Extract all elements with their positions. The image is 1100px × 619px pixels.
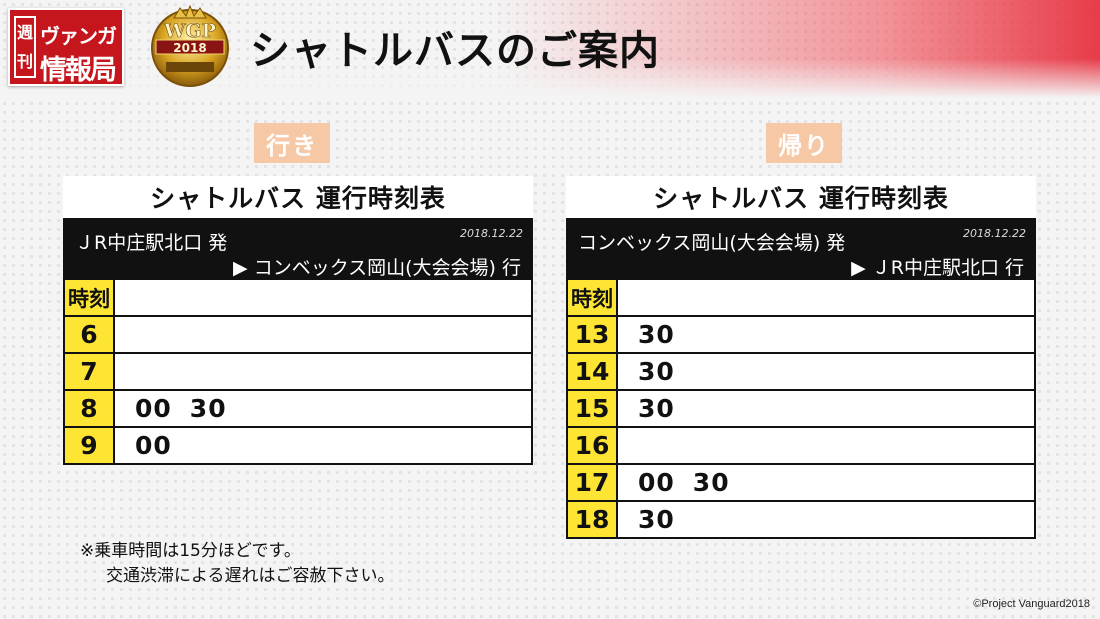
departure-minute: 30 <box>692 468 730 497</box>
hour-cell: 9 <box>65 428 115 463</box>
departure-minute: 30 <box>638 505 675 534</box>
outbound-destination: ▶ コンベックス岡山(大会会場) 行 <box>233 257 521 279</box>
outbound-timetable: シャトルバス 運行時刻表 ＪR中庄駅北口 発 2018.12.22 ▶ コンベッ… <box>63 176 533 465</box>
table-row: 13 30 <box>568 315 1034 352</box>
table-row: 16 <box>568 426 1034 463</box>
outbound-route-bar: ＪR中庄駅北口 発 2018.12.22 ▶ コンベックス岡山(大会会場) 行 <box>63 218 533 280</box>
hour-column-header: 時刻 <box>65 280 115 315</box>
emblem-year-text: 2018 <box>173 41 206 55</box>
table-header-row: 時刻 <box>65 280 531 315</box>
minutes-cell: 30 <box>618 502 1034 537</box>
outbound-timetable-title: シャトルバス 運行時刻表 <box>63 176 533 218</box>
hour-cell: 17 <box>568 465 618 500</box>
departure-minute: 00 <box>135 431 172 460</box>
minutes-cell: 30 <box>618 354 1034 389</box>
hour-cell: 8 <box>65 391 115 426</box>
table-row: 17 00 30 <box>568 463 1034 500</box>
table-row: 15 30 <box>568 389 1034 426</box>
minutes-cell <box>115 354 531 389</box>
departure-minute: 00 <box>638 468 675 497</box>
table-row: 14 30 <box>568 352 1034 389</box>
return-timetable: シャトルバス 運行時刻表 コンベックス岡山(大会会場) 発 2018.12.22… <box>566 176 1036 539</box>
outbound-tag: 行き <box>254 123 330 163</box>
return-destination: ▶ ＪR中庄駅北口 行 <box>851 257 1024 279</box>
logo-text-top: ヴァンガ <box>40 24 117 48</box>
minutes-cell: 30 <box>618 317 1034 352</box>
emblem-wgp-text: WGP <box>163 20 216 42</box>
outbound-date: 2018.12.22 <box>460 227 523 240</box>
departure-minute: 30 <box>638 394 675 423</box>
copyright-notice: ©Project Vanguard2018 <box>973 598 1090 610</box>
hour-column-header: 時刻 <box>568 280 618 315</box>
logo-weekly-mark: 週 刊 <box>14 16 36 78</box>
minutes-cell <box>618 428 1034 463</box>
table-row: 8 00 30 <box>65 389 531 426</box>
departure-minute: 30 <box>189 394 227 423</box>
return-departure: コンベックス岡山(大会会場) 発 <box>578 232 846 254</box>
outbound-departure: ＪR中庄駅北口 発 <box>75 232 228 254</box>
hour-cell: 16 <box>568 428 618 463</box>
travel-note-line2: 交通渋滞による遅れはご容赦下さい。 <box>106 566 395 586</box>
weekly-vanguard-logo: 週 刊 ヴァンガ 情報局 <box>8 8 124 86</box>
table-header-row: 時刻 <box>568 280 1034 315</box>
hour-cell: 6 <box>65 317 115 352</box>
hour-cell: 18 <box>568 502 618 537</box>
departure-minute: 30 <box>638 320 675 349</box>
return-date: 2018.12.22 <box>963 227 1026 240</box>
return-tag: 帰り <box>766 123 842 163</box>
minutes-cell: 00 30 <box>115 391 531 426</box>
table-row: 6 <box>65 315 531 352</box>
outbound-schedule-table: 時刻 6 7 8 00 30 9 00 <box>63 280 533 465</box>
return-route-bar: コンベックス岡山(大会会場) 発 2018.12.22 ▶ ＪR中庄駅北口 行 <box>566 218 1036 280</box>
hour-cell: 15 <box>568 391 618 426</box>
hour-cell: 13 <box>568 317 618 352</box>
minutes-cell <box>115 317 531 352</box>
table-row: 9 00 <box>65 426 531 463</box>
departure-minute: 30 <box>638 357 675 386</box>
hour-cell: 7 <box>65 354 115 389</box>
wgp-emblem: WGP 2018 <box>151 4 229 87</box>
table-row: 7 <box>65 352 531 389</box>
page-title: シャトルバスのご案内 <box>250 28 660 74</box>
departure-minute: 00 <box>135 394 172 423</box>
logo-text-bottom: 情報局 <box>40 55 117 86</box>
minutes-cell: 00 <box>115 428 531 463</box>
hour-cell: 14 <box>568 354 618 389</box>
minutes-cell: 00 30 <box>618 465 1034 500</box>
travel-note-line1: ※乗車時間は15分ほどです。 <box>80 541 301 561</box>
minutes-cell: 30 <box>618 391 1034 426</box>
travel-note: ※乗車時間は15分ほどです。 交通渋滞による遅れはご容赦下さい。 <box>80 539 395 589</box>
return-timetable-title: シャトルバス 運行時刻表 <box>566 176 1036 218</box>
table-row: 18 30 <box>568 500 1034 537</box>
return-schedule-table: 時刻 13 30 14 30 15 30 16 17 <box>566 280 1036 539</box>
